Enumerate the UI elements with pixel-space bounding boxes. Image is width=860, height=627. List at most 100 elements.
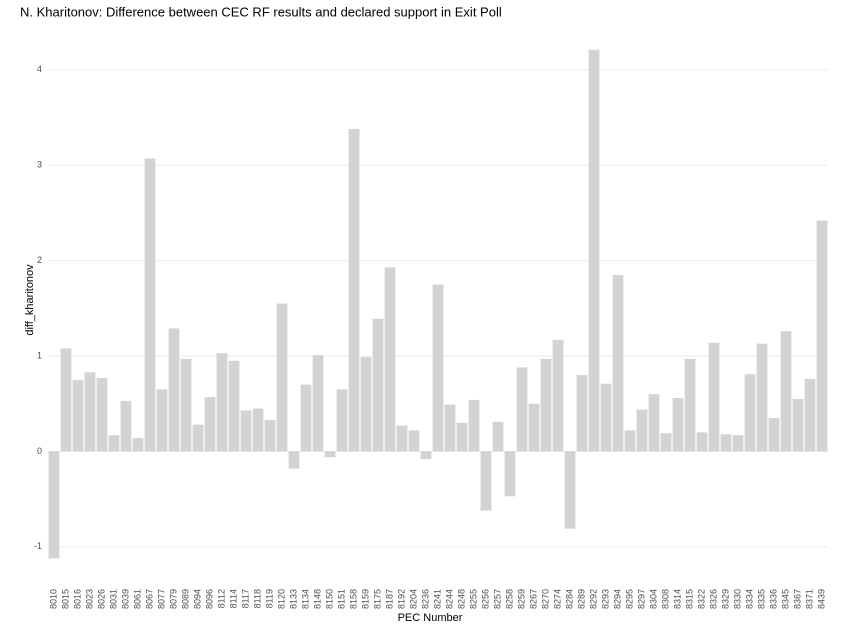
bar <box>444 404 456 452</box>
x-tick-label: 8256 <box>480 589 490 609</box>
bar <box>732 435 744 452</box>
x-tick-label: 8270 <box>540 589 550 609</box>
bar <box>324 451 336 458</box>
x-tick-label: 8114 <box>228 589 238 608</box>
bar <box>696 432 708 452</box>
x-tick-label: 8304 <box>648 589 658 609</box>
x-tick-label: 8289 <box>576 589 586 609</box>
x-tick-label: 8119 <box>264 589 274 608</box>
bar <box>792 398 804 452</box>
bar <box>492 421 504 452</box>
bar <box>156 389 168 452</box>
bar <box>636 409 648 452</box>
bar <box>264 419 276 452</box>
bar <box>504 451 516 497</box>
bar <box>816 220 828 452</box>
x-tick-label: 8159 <box>360 589 370 609</box>
x-tick-label: 8329 <box>720 589 730 609</box>
bar <box>192 424 204 452</box>
x-tick-label: 8067 <box>144 589 154 609</box>
bar <box>528 403 540 452</box>
bar <box>72 379 84 452</box>
bar <box>672 398 684 452</box>
bar <box>552 339 564 452</box>
bar <box>180 358 192 452</box>
x-tick-label: 8439 <box>816 589 826 609</box>
x-tick-label: 8255 <box>468 589 478 609</box>
x-tick-label: 8150 <box>324 589 334 609</box>
bar <box>780 331 792 452</box>
bar <box>660 433 672 452</box>
x-tick-label: 8061 <box>132 589 142 609</box>
bar <box>48 451 60 559</box>
x-tick-label: 8267 <box>528 589 538 609</box>
x-tick-label: 8158 <box>348 589 358 609</box>
x-tick-label: 8077 <box>156 589 166 609</box>
bar <box>804 378 816 452</box>
y-tick-label: 0 <box>37 446 42 456</box>
y-tick-label: 1 <box>37 350 42 360</box>
x-tick-label: 8015 <box>60 589 70 609</box>
bar <box>360 356 372 452</box>
bar <box>456 422 468 452</box>
x-tick-label: 8334 <box>744 589 754 609</box>
x-tick-label: 8148 <box>312 589 322 609</box>
bar <box>408 430 420 452</box>
bar <box>396 425 408 452</box>
x-tick-label: 8294 <box>612 589 622 609</box>
bar <box>768 418 780 452</box>
bar <box>600 383 612 452</box>
x-tick-label: 8292 <box>588 589 598 609</box>
x-tick-label: 8293 <box>600 589 610 609</box>
x-tick-label: 8118 <box>252 589 262 608</box>
x-tick-label: 8039 <box>120 589 130 609</box>
x-tick-label: 8151 <box>336 589 346 609</box>
x-tick-label: 8336 <box>768 589 778 609</box>
bar <box>516 367 528 452</box>
x-tick-label: 8241 <box>432 589 442 609</box>
x-tick-label: 8187 <box>384 589 394 609</box>
bar <box>540 358 552 452</box>
x-tick-label: 8094 <box>192 589 202 609</box>
x-tick-label: 8330 <box>732 589 742 609</box>
bar <box>168 328 180 452</box>
bar <box>420 451 432 460</box>
x-tick-label: 8367 <box>792 589 802 609</box>
x-tick-label: 8117 <box>240 589 250 608</box>
x-tick-label: 8257 <box>492 589 502 609</box>
x-tick-label: 8079 <box>168 589 178 609</box>
x-tick-label: 8026 <box>96 589 106 609</box>
x-tick-label: 8120 <box>276 589 286 609</box>
x-tick-label: 8345 <box>780 589 790 609</box>
x-tick-label: 8016 <box>72 589 82 609</box>
bar <box>312 355 324 452</box>
x-tick-label: 8248 <box>456 589 466 609</box>
x-tick-label: 8089 <box>180 589 190 609</box>
y-tick-label: 3 <box>37 160 42 170</box>
x-tick-label: 8204 <box>408 589 418 609</box>
x-tick-label: 8274 <box>552 589 562 609</box>
x-tick-label: 8259 <box>516 589 526 609</box>
y-tick-label: 4 <box>37 64 42 74</box>
y-axis-title: diff_kharitonov <box>24 264 36 336</box>
bar <box>372 318 384 452</box>
bar <box>684 358 696 452</box>
x-tick-label: 8133 <box>288 589 298 609</box>
bar <box>276 303 288 452</box>
x-tick-label: 8010 <box>48 589 58 609</box>
x-tick-label: 8297 <box>636 589 646 609</box>
bar <box>300 384 312 452</box>
bar <box>108 435 120 452</box>
bar <box>720 434 732 452</box>
bar <box>480 451 492 511</box>
bar <box>132 438 144 452</box>
x-tick-label: 8023 <box>84 589 94 609</box>
bar <box>240 410 252 452</box>
x-tick-label: 8308 <box>660 589 670 609</box>
chart-title: N. Kharitonov: Difference between CEC RF… <box>20 4 502 19</box>
x-tick-label: 8112 <box>216 589 226 608</box>
bar <box>60 348 72 452</box>
x-tick-label: 8096 <box>204 589 214 609</box>
bar <box>756 343 768 452</box>
